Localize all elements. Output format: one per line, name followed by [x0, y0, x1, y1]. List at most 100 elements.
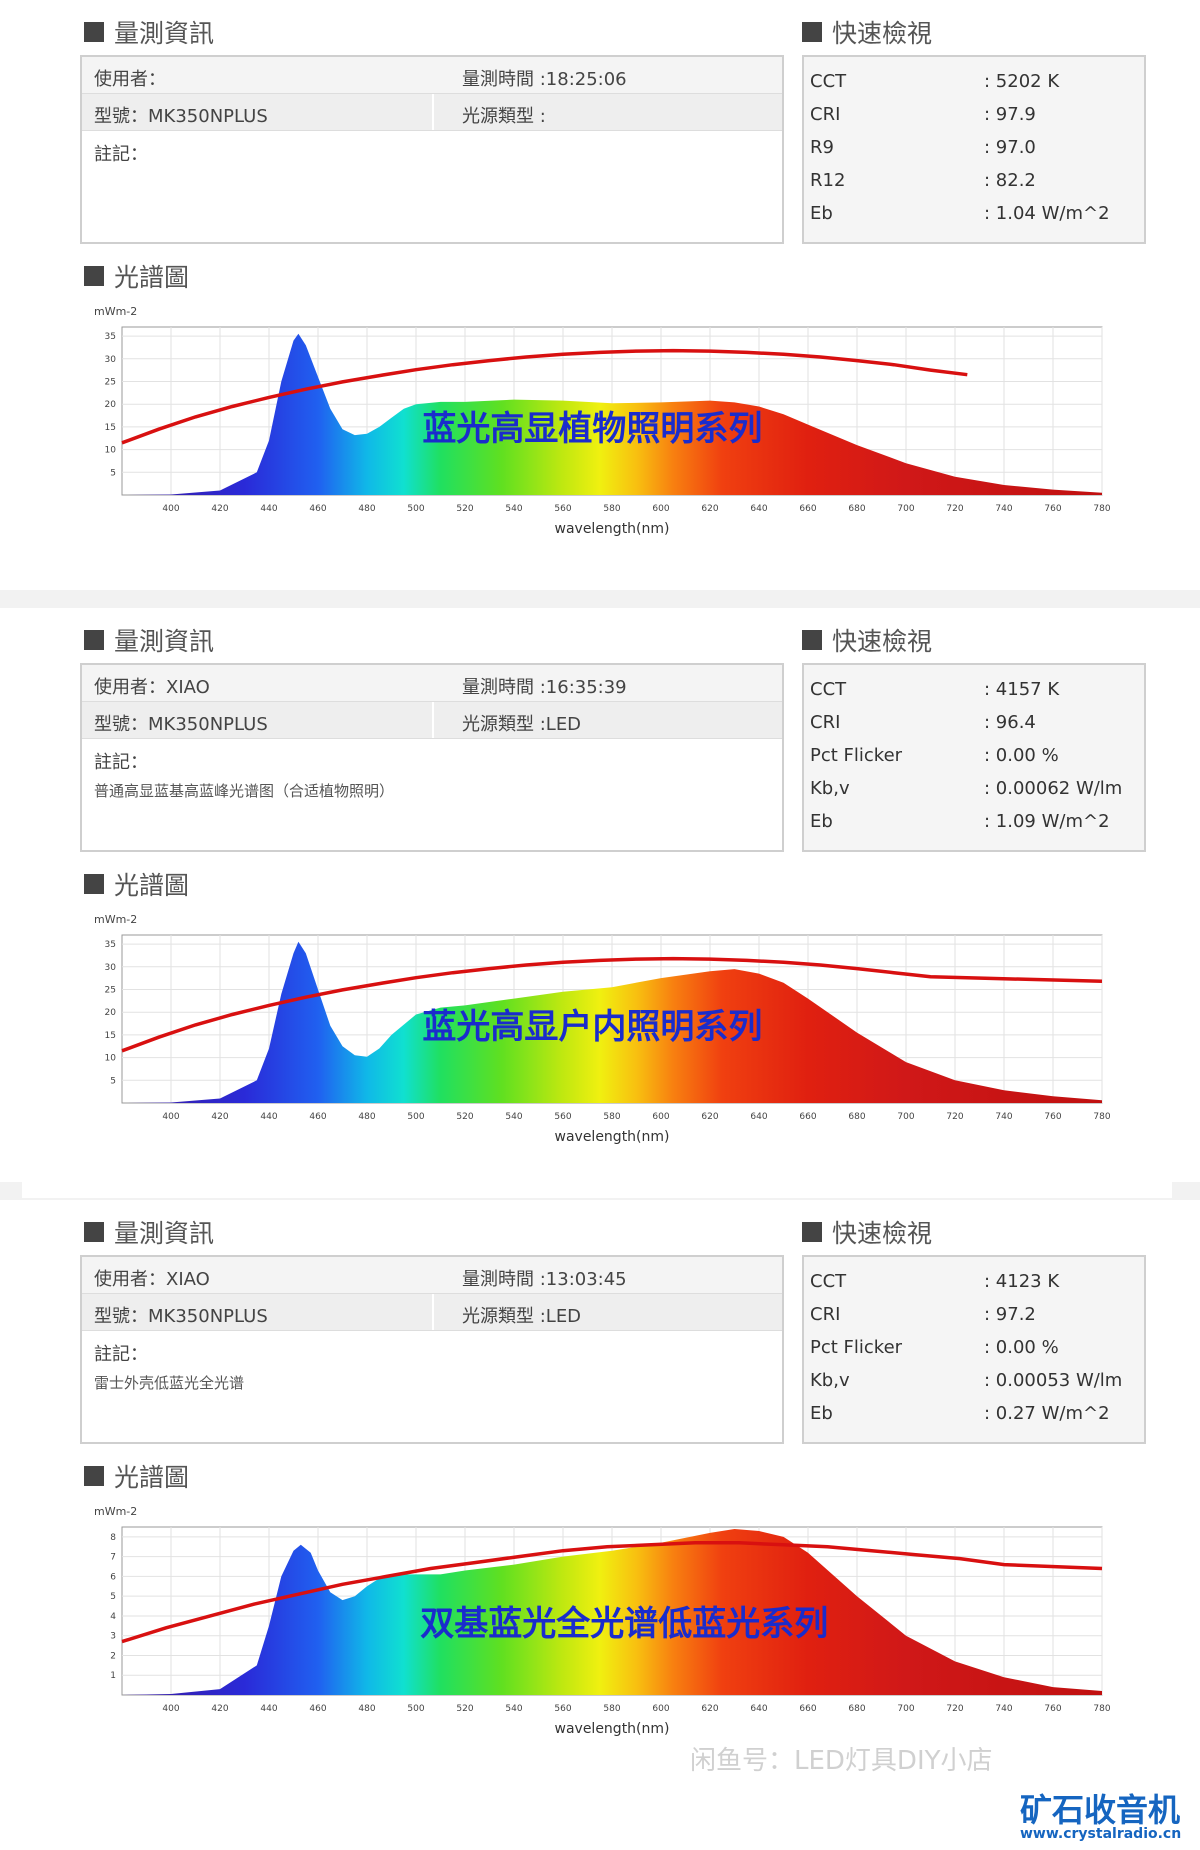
y-tick-label: 20: [105, 400, 117, 410]
spectrum-section-title: 光譜圖: [84, 866, 189, 902]
info-box: 使用者： 量測時間 :18:25:06 型號：MK350NPLUS 光源類型 :…: [80, 55, 784, 244]
quick-value: : 0.00062 W/lm: [984, 778, 1123, 799]
quick-view-box: CCT: 5202 K CRI: 97.9 R9: 97.0 R12: 82.2 Eb:…: [802, 55, 1146, 244]
row-divider: [432, 94, 434, 130]
quick-section-title: 快速檢視: [802, 14, 932, 50]
spectrum-section-title: 光譜圖: [84, 1458, 189, 1494]
spectrum-chart: 400 420 440 460 480 500 520 540 560 580 600 620 640 6…: [94, 305, 1111, 537]
x-tick-label: 740: [995, 1112, 1012, 1122]
brand-url: www.crystalradio.cn: [1020, 1826, 1182, 1842]
info-title-text: 量測資訊: [114, 627, 215, 656]
x-tick-label: 780: [1093, 1704, 1110, 1714]
source-type-field: 光源類型 :LED: [462, 714, 582, 735]
info-section-title: 量測資訊: [84, 622, 214, 658]
square-bullet-icon: [84, 1222, 104, 1242]
y-tick-label: 4: [110, 1612, 116, 1622]
measurement-panel: 量測資訊 快速檢視 使用者：XIAO 量測時間 :13:03:45 型號：MK3…: [22, 1200, 1172, 1790]
info-title-text: 量測資訊: [114, 1219, 215, 1248]
quick-view-row: CCT: 4123 K: [804, 1265, 1144, 1295]
quick-value: : 97.9: [984, 104, 1036, 125]
x-tick-label: 440: [260, 1704, 277, 1714]
x-tick-label: 640: [750, 1704, 767, 1714]
x-axis-label: wavelength(nm): [555, 1129, 670, 1145]
x-tick-label: 560: [554, 504, 571, 514]
quick-value: : 82.2: [984, 170, 1036, 191]
quick-value: : 0.00 %: [984, 1337, 1059, 1358]
x-tick-label: 540: [505, 504, 522, 514]
user-field: 使用者：XIAO: [94, 677, 210, 698]
x-tick-label: 680: [848, 1112, 865, 1122]
quick-value: : 4123 K: [984, 1271, 1060, 1292]
source-type-field: 光源類型 :: [462, 106, 546, 127]
info-row-user-time: 使用者：XIAO 量測時間 :13:03:45: [82, 1257, 782, 1294]
overlay-series-label: 蓝光高显植物照明系列: [422, 409, 762, 449]
square-bullet-icon: [84, 266, 104, 286]
quick-view-row: Eb: 1.09 W/m^2: [804, 805, 1144, 835]
x-tick-label: 720: [946, 1112, 963, 1122]
quick-key: R9: [810, 137, 834, 158]
quick-value: : 5202 K: [984, 71, 1060, 92]
y-tick-label: 2: [110, 1651, 116, 1661]
square-bullet-icon: [802, 22, 822, 42]
x-tick-label: 780: [1093, 1112, 1110, 1122]
square-bullet-icon: [84, 22, 104, 42]
x-tick-label: 400: [162, 1704, 179, 1714]
model-field: 型號：MK350NPLUS: [94, 714, 268, 735]
x-tick-label: 680: [848, 1704, 865, 1714]
time-field: 量測時間 :18:25:06: [462, 69, 627, 90]
x-tick-label: 780: [1093, 504, 1110, 514]
spectrum-title-text: 光譜圖: [114, 871, 190, 900]
square-bullet-icon: [84, 630, 104, 650]
quick-key: CCT: [810, 71, 847, 92]
x-tick-label: 420: [211, 1112, 228, 1122]
x-tick-label: 760: [1044, 504, 1061, 514]
quick-key: Eb: [810, 203, 833, 224]
quick-value: : 96.4: [984, 712, 1036, 733]
quick-key: Pct Flicker: [810, 1337, 903, 1358]
y-unit-label: mWm-2: [94, 1505, 137, 1518]
x-tick-label: 560: [554, 1112, 571, 1122]
x-tick-label: 540: [505, 1704, 522, 1714]
x-tick-label: 400: [162, 504, 179, 514]
x-tick-label: 660: [799, 504, 816, 514]
x-tick-label: 480: [358, 1704, 375, 1714]
x-tick-label: 660: [799, 1704, 816, 1714]
square-bullet-icon: [84, 874, 104, 894]
square-bullet-icon: [802, 630, 822, 650]
row-divider: [432, 702, 434, 738]
note-text: 雷士外壳低蓝光全光谱: [94, 1374, 245, 1392]
x-tick-label: 480: [358, 1112, 375, 1122]
x-tick-label: 420: [211, 504, 228, 514]
x-tick-label: 620: [701, 1704, 718, 1714]
y-tick-label: 6: [110, 1572, 116, 1582]
x-tick-label: 460: [309, 1704, 326, 1714]
y-tick-label: 1: [110, 1671, 116, 1681]
x-tick-label: 560: [554, 1704, 571, 1714]
x-tick-label: 580: [603, 1704, 620, 1714]
reference-curve: [121, 348, 968, 445]
x-tick-label: 440: [260, 1112, 277, 1122]
x-tick-label: 720: [946, 1704, 963, 1714]
info-section-title: 量測資訊: [84, 14, 214, 50]
y-tick-label: 30: [105, 963, 117, 973]
x-tick-label: 640: [750, 504, 767, 514]
quick-title-text: 快速檢視: [832, 627, 933, 656]
quick-value: : 1.09 W/m^2: [984, 811, 1110, 832]
note-text: 普通高显蓝基高蓝峰光谱图（合适植物照明）: [94, 782, 395, 800]
spectrum-chart: 400 420 440 460 480 500 520 540 560 580 600 620 640 6…: [94, 913, 1111, 1145]
info-title-text: 量測資訊: [114, 19, 215, 48]
spectrum-area: [122, 1529, 1102, 1695]
x-tick-label: 620: [701, 504, 718, 514]
quick-section-title: 快速檢視: [802, 622, 932, 658]
quick-key: Kb,v: [810, 1370, 850, 1391]
square-bullet-icon: [802, 1222, 822, 1242]
quick-key: CCT: [810, 679, 847, 700]
quick-key: CRI: [810, 104, 841, 125]
spectrum-area: [122, 941, 1102, 1103]
x-tick-label: 600: [652, 1112, 669, 1122]
quick-view-row: CRI: 97.2: [804, 1298, 1144, 1328]
quick-key: Eb: [810, 1403, 833, 1424]
quick-view-row: R9: 97.0: [804, 131, 1144, 161]
y-unit-label: mWm-2: [94, 913, 137, 926]
quick-title-text: 快速檢視: [832, 1219, 933, 1248]
